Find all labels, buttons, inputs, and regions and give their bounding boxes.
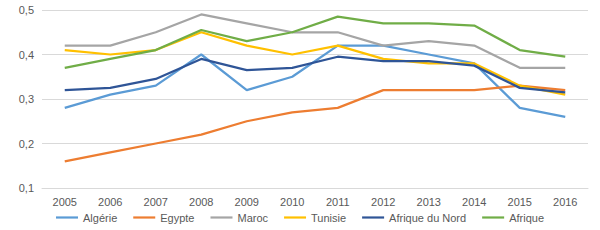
svg-text:2007: 2007	[144, 196, 168, 208]
svg-text:Tunisie: Tunisie	[311, 212, 346, 224]
svg-text:2014: 2014	[462, 196, 486, 208]
svg-text:Afrique du Nord: Afrique du Nord	[389, 212, 466, 224]
svg-text:0,1: 0,1	[19, 182, 34, 194]
svg-text:2009: 2009	[235, 196, 259, 208]
svg-text:2013: 2013	[417, 196, 441, 208]
svg-text:2012: 2012	[371, 196, 395, 208]
svg-text:2005: 2005	[53, 196, 77, 208]
svg-text:2010: 2010	[280, 196, 304, 208]
svg-text:Egypte: Egypte	[160, 212, 194, 224]
svg-text:Maroc: Maroc	[237, 212, 268, 224]
svg-text:2011: 2011	[326, 196, 350, 208]
svg-text:0,4: 0,4	[19, 49, 34, 61]
svg-text:2015: 2015	[508, 196, 532, 208]
svg-text:2016: 2016	[553, 196, 577, 208]
svg-text:0,2: 0,2	[19, 138, 34, 150]
svg-text:Algérie: Algérie	[83, 212, 117, 224]
svg-text:Afrique: Afrique	[509, 212, 544, 224]
svg-text:0,5: 0,5	[19, 4, 34, 16]
svg-text:2008: 2008	[189, 196, 213, 208]
svg-text:2006: 2006	[98, 196, 122, 208]
svg-text:0,3: 0,3	[19, 93, 34, 105]
